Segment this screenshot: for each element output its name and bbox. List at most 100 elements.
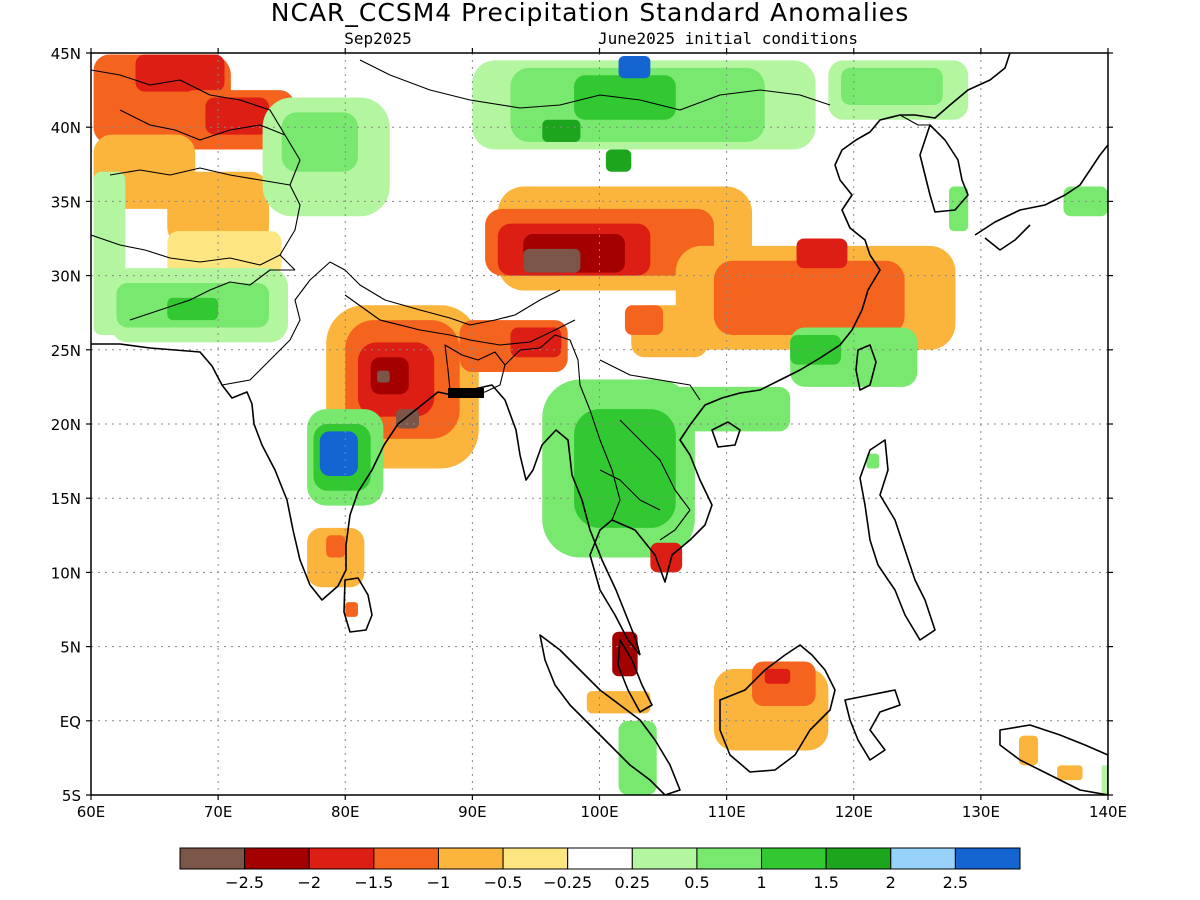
anomaly-region bbox=[618, 720, 657, 795]
anomaly-region bbox=[523, 248, 581, 273]
axis-ticks: 60E 70E 80E 90E 100E 110E 120E 130E 140E 45N 40N 35… bbox=[51, 45, 1127, 821]
anomaly-region bbox=[1019, 735, 1039, 766]
lon-tick-label: 100E bbox=[580, 803, 618, 821]
colorbar-label: 2.5 bbox=[943, 873, 968, 892]
lat-tick-label: 10N bbox=[51, 564, 81, 582]
anomaly-region bbox=[510, 327, 562, 358]
anomaly-region bbox=[326, 535, 346, 558]
coastline-philippines bbox=[859, 439, 936, 641]
anomaly-region bbox=[167, 231, 282, 276]
anomaly-region bbox=[281, 112, 358, 172]
lat-tick-label: EQ bbox=[60, 713, 81, 731]
colorbar-swatch bbox=[761, 847, 827, 870]
coastline-sumatra bbox=[539, 634, 681, 795]
colorbar-swatch bbox=[567, 847, 633, 870]
anomaly-region bbox=[1101, 765, 1108, 795]
colorbar-swatch bbox=[437, 847, 504, 870]
lon-tick-label: 120E bbox=[835, 803, 873, 821]
lon-tick-label: 110E bbox=[708, 803, 746, 821]
colorbar-label: 1 bbox=[756, 873, 766, 892]
colorbar-label: −2 bbox=[297, 873, 321, 892]
coastline-malay-peninsula bbox=[617, 639, 653, 713]
colorbar-label: −1 bbox=[427, 873, 451, 892]
coastline-sri-lanka bbox=[343, 577, 373, 633]
lat-tick-label: 30N bbox=[51, 268, 81, 286]
colorbar-label: −0.5 bbox=[484, 873, 523, 892]
anomaly-region bbox=[396, 409, 419, 429]
border-nepal-himalaya bbox=[344, 294, 576, 346]
anomaly-region bbox=[796, 238, 848, 269]
anomaly-region bbox=[605, 149, 632, 172]
map-title: NCAR_CCSM4 Precipitation Standard Anomal… bbox=[271, 0, 909, 27]
anomaly-region bbox=[790, 334, 842, 365]
anomaly-region bbox=[841, 67, 943, 105]
anomaly-region bbox=[167, 297, 219, 321]
coastline-indochina bbox=[589, 53, 1011, 656]
anomaly-region bbox=[135, 54, 225, 92]
lon-tick-label: 90E bbox=[458, 803, 487, 821]
coastline-borneo bbox=[719, 644, 836, 773]
anomaly-region bbox=[574, 409, 676, 528]
coastline-south-asia bbox=[91, 343, 641, 656]
colorbar-swatch bbox=[179, 847, 246, 870]
colorbar-swatch bbox=[244, 847, 310, 870]
anomaly-region bbox=[574, 75, 676, 120]
coastline-korea bbox=[919, 124, 969, 213]
anomaly-region bbox=[713, 260, 905, 335]
initial-conditions: June2025 initial conditions bbox=[598, 29, 858, 48]
border-korea-china bbox=[899, 114, 930, 126]
colorbar-label: 2 bbox=[886, 873, 896, 892]
lat-tick-label: 45N bbox=[51, 45, 81, 63]
map-plot-area bbox=[91, 53, 1108, 795]
colorbar-swatch bbox=[631, 847, 698, 870]
lat-tick-label: 15N bbox=[51, 490, 81, 508]
colorbar-label: −2.5 bbox=[225, 873, 264, 892]
colorbar-swatch bbox=[954, 847, 1021, 870]
anomaly-region bbox=[1057, 765, 1083, 781]
anomaly-field bbox=[93, 54, 1108, 795]
anomaly-region bbox=[949, 186, 969, 232]
coastlines bbox=[91, 53, 1108, 795]
colorbar-label: −1.5 bbox=[354, 873, 393, 892]
coastline-sulawesi bbox=[844, 689, 901, 761]
lon-tick-label: 60E bbox=[77, 803, 106, 821]
lon-tick-label: 130E bbox=[962, 803, 1000, 821]
anomaly-region bbox=[618, 55, 651, 79]
anomaly-region bbox=[345, 602, 358, 617]
colorbar-label: 0.5 bbox=[684, 873, 709, 892]
border-china-mongolia bbox=[359, 59, 831, 111]
lon-tick-label: 140E bbox=[1089, 803, 1127, 821]
political-borders bbox=[91, 59, 930, 541]
anomaly-region bbox=[542, 119, 581, 143]
colorbar-label: 1.5 bbox=[813, 873, 838, 892]
graticule bbox=[91, 53, 1108, 795]
border-china-west bbox=[209, 94, 301, 271]
delta-marker bbox=[448, 388, 484, 398]
coastline-hainan bbox=[711, 421, 741, 448]
colorbar-swatch bbox=[308, 847, 375, 870]
lat-tick-label: 25N bbox=[51, 342, 81, 360]
lat-tick-label: 5S bbox=[62, 787, 81, 805]
anomaly-region bbox=[319, 431, 358, 476]
border-indochina bbox=[599, 359, 701, 541]
border-afghanistan-pakistan bbox=[91, 234, 295, 321]
anomaly-region bbox=[624, 305, 664, 335]
lon-tick-label: 80E bbox=[331, 803, 360, 821]
lat-tick-label: 40N bbox=[51, 119, 81, 137]
anomaly-region bbox=[612, 631, 638, 677]
coastline-taiwan bbox=[855, 344, 877, 391]
lon-tick-label: 70E bbox=[204, 803, 233, 821]
anomaly-region bbox=[586, 691, 651, 714]
border-myanmar bbox=[504, 334, 621, 521]
border-central-asia bbox=[91, 69, 291, 186]
colorbar: −2.5 −2 −1.5 −1 −0.5 −0.25 0.25 0.5 1 1.5 2 2.5 bbox=[179, 847, 1021, 892]
coastline-new-guinea bbox=[999, 724, 1108, 795]
colorbar-swatch bbox=[890, 847, 956, 870]
colorbar-swatch bbox=[825, 847, 892, 870]
colorbar-swatch bbox=[502, 847, 569, 870]
lat-tick-label: 20N bbox=[51, 416, 81, 434]
forecast-month: Sep2025 bbox=[344, 29, 411, 48]
lat-tick-label: 35N bbox=[51, 193, 81, 211]
anomaly-region bbox=[205, 97, 269, 135]
